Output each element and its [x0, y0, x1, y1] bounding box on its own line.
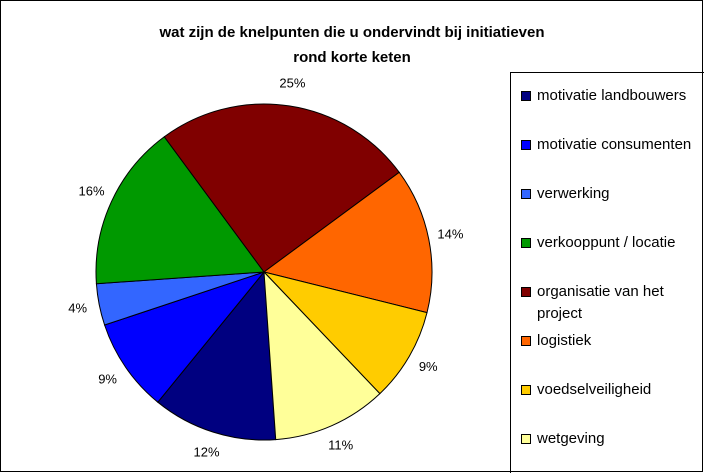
legend-label: verkooppunt / locatie — [537, 234, 676, 251]
legend-swatch — [521, 91, 531, 101]
data-label: 9% — [419, 359, 438, 374]
legend-label: motivatie consumenten — [537, 136, 692, 153]
legend-swatch — [521, 238, 531, 248]
pie-slice — [262, 171, 433, 314]
legend-label: verwerking — [537, 185, 610, 202]
legend-swatch — [521, 287, 531, 297]
pie-slice — [95, 136, 265, 285]
legend-entry: voedselveiligheid — [521, 379, 704, 401]
legend-swatch — [521, 336, 531, 346]
data-label: 16% — [79, 184, 105, 199]
legend-entry: motivatie consumenten — [521, 134, 704, 156]
legend-swatch — [521, 434, 531, 444]
data-label: 9% — [98, 371, 117, 386]
legend-label: logistiek — [537, 332, 592, 349]
data-label: 25% — [279, 76, 305, 91]
data-label: 11% — [328, 437, 353, 452]
pie-slice — [163, 103, 400, 273]
legend-entry: verwerking — [521, 183, 704, 205]
pie-slice — [263, 270, 381, 441]
legend: motivatie landbouwers motivatie consument… — [510, 72, 704, 473]
legend-swatch — [521, 385, 531, 395]
pie-slice — [157, 270, 277, 441]
pie-slice — [103, 270, 266, 403]
legend-swatch — [521, 189, 531, 199]
pie-slice — [262, 271, 428, 395]
legend-label: motivatie landbouwers — [537, 87, 687, 104]
data-label: 4% — [68, 300, 87, 315]
legend-entry: motivatie landbouwers — [521, 85, 704, 107]
chart-title: wat zijn de knelpunten die u ondervindt … — [158, 24, 544, 66]
legend-entry: wetgeving — [521, 428, 704, 450]
legend-label: wetgeving — [537, 430, 605, 447]
legend-swatch — [521, 140, 531, 150]
legend-label: organisatie van het project — [537, 283, 664, 322]
legend-entry: verkooppunt / locatie — [521, 232, 704, 254]
legend-entry: logistiek — [521, 330, 704, 352]
data-label: 14% — [437, 227, 463, 242]
legend-entry: organisatie van het project — [521, 281, 704, 325]
data-label: 12% — [194, 445, 220, 460]
legend-label: voedselveiligheid — [537, 381, 652, 398]
